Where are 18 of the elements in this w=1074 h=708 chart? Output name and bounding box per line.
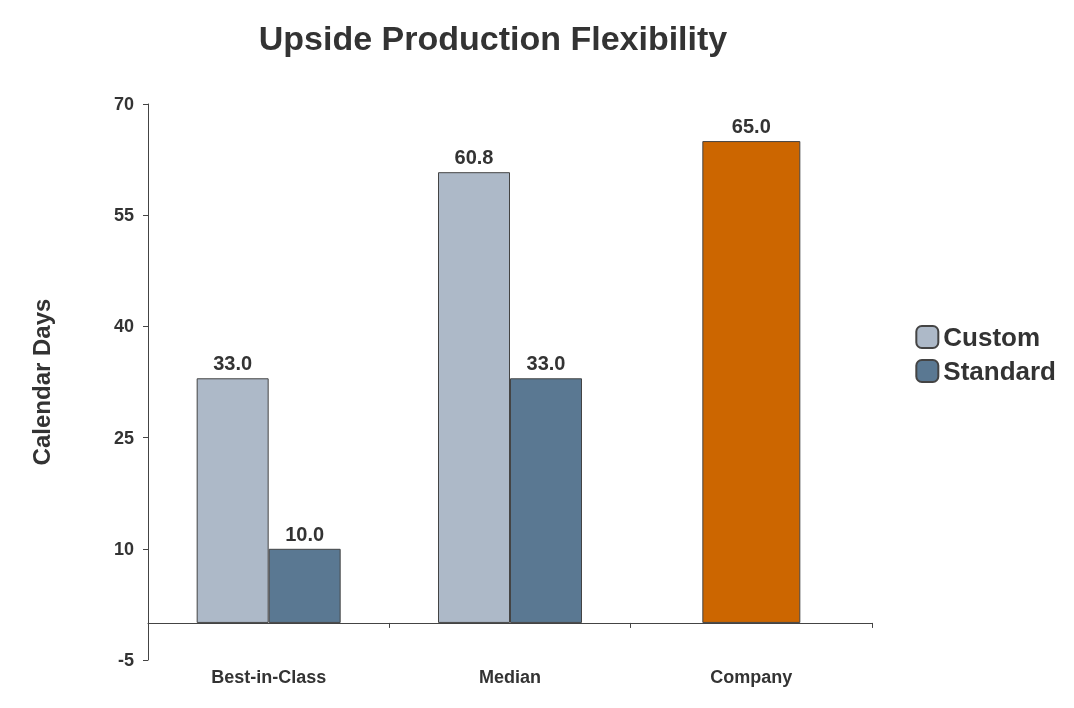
data-label: 33.0	[526, 352, 566, 375]
data-label: 60.8	[454, 146, 494, 169]
x-tick-label: Median	[478, 667, 542, 687]
chart-title: Upside Production Flexibility	[258, 19, 728, 57]
y-axis-title: Calendar Days	[27, 298, 55, 466]
legend-label: Custom	[943, 322, 1041, 352]
y-tick-label: -5	[117, 650, 134, 670]
y-tick-label: 40	[113, 316, 134, 337]
data-label: 33.0	[213, 352, 253, 375]
legend-label: Standard	[943, 356, 1056, 386]
data-label: 65.0	[731, 115, 771, 138]
y-tick-label: 25	[113, 427, 134, 448]
y-tick-label: 55	[113, 205, 134, 226]
x-tick-label: Best-in-Class	[211, 667, 327, 687]
y-tick-label: 10	[113, 538, 134, 559]
y-tick-label: 70	[113, 94, 134, 114]
data-label: 10.0	[285, 522, 325, 545]
x-tick-label: Company	[710, 667, 793, 687]
